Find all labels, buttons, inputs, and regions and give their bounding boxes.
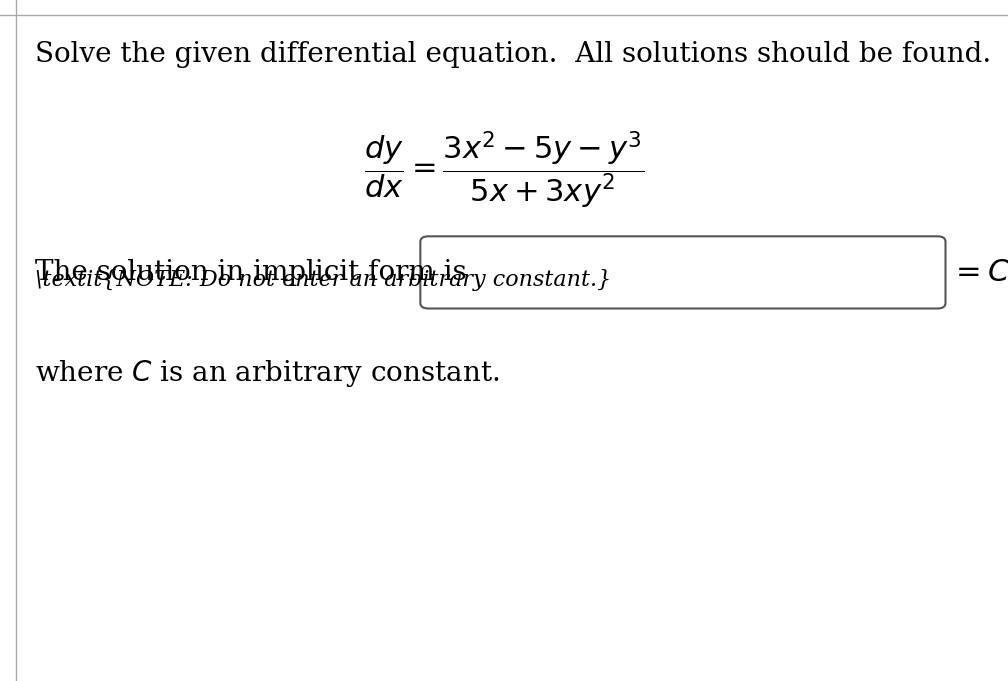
Text: Solve the given differential equation.  All solutions should be found.: Solve the given differential equation. A… [35,41,992,68]
Text: The solution in implicit form is: The solution in implicit form is [35,259,467,286]
Text: where $C$ is an arbitrary constant.: where $C$ is an arbitrary constant. [35,358,500,389]
Text: $\dfrac{dy}{dx} = \dfrac{3x^2 - 5y - y^3}{5x + 3xy^2}$: $\dfrac{dy}{dx} = \dfrac{3x^2 - 5y - y^3… [364,129,644,211]
Text: $= C$: $= C$ [950,257,1008,288]
FancyBboxPatch shape [420,236,946,308]
Text: \textit{NOTE: Do not enter an arbitrary constant.}: \textit{NOTE: Do not enter an arbitrary … [35,269,612,291]
